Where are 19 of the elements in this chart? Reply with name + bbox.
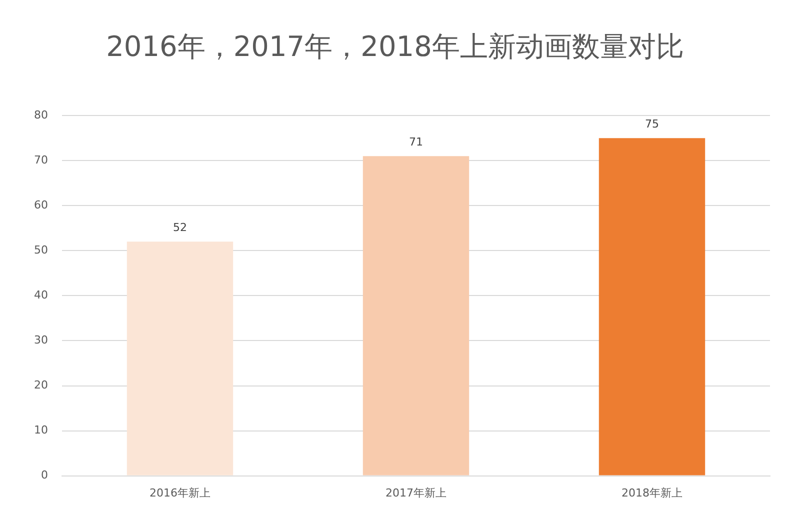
data-label: 75 [645,117,659,130]
y-tick-label: 30 [34,334,48,347]
data-label: 52 [173,221,187,234]
y-tick-label: 60 [34,198,48,212]
x-tick-label: 2016年新上 [150,486,210,500]
y-tick-label: 0 [40,468,48,482]
bar [126,242,234,476]
y-tick-label: 40 [34,288,48,302]
data-label: 71 [409,135,423,148]
y-tick-label: 70 [34,153,48,166]
y-tick-label: 10 [34,424,48,437]
bar [362,156,470,476]
x-tick-label: 2018年新上 [622,486,682,500]
y-tick-label: 20 [34,378,48,392]
y-tick-label: 50 [34,244,48,257]
chart-title: 2016年，2017年，2018年上新动画数量对比 [106,30,684,64]
bar [598,138,706,476]
x-tick-label: 2017年新上 [386,486,446,500]
y-tick-label: 80 [34,108,48,122]
